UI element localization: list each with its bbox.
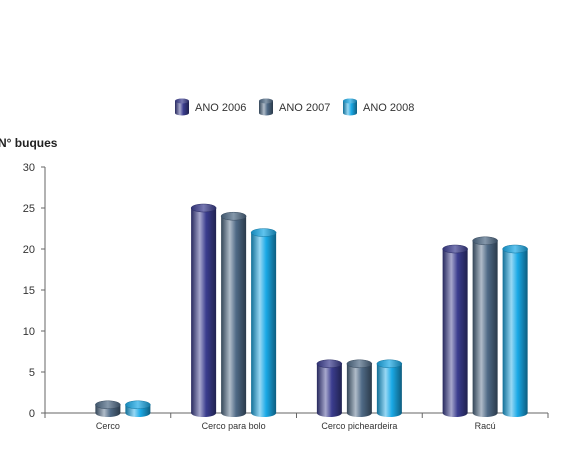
axes: 0 5 10 15 20 25 30 Cerco Cerco para bolo Cerco pi…	[23, 162, 549, 431]
y-tick-label: 10	[23, 326, 35, 338]
legend: ANO 2006 ANO 2007 ANO 2008	[175, 98, 414, 116]
bar	[125, 400, 151, 417]
cylinder-icon	[343, 98, 357, 116]
x-tick-label: Cerco para bolo	[202, 421, 266, 431]
bar	[442, 244, 468, 417]
legend-item: ANO 2006	[175, 98, 246, 116]
y-axis-label: N° buques	[0, 136, 58, 150]
legend-label: ANO 2008	[363, 102, 414, 114]
legend-label: ANO 2006	[195, 102, 246, 114]
bar	[346, 359, 373, 417]
bar	[95, 400, 121, 417]
bar	[220, 211, 247, 417]
bar	[472, 236, 498, 417]
bar	[376, 359, 403, 417]
bar	[316, 359, 343, 417]
bar	[502, 244, 528, 417]
y-tick-label: 30	[23, 162, 35, 174]
cylinder-icon	[259, 98, 273, 116]
y-tick-label: 15	[23, 285, 35, 297]
y-tick-label: 5	[29, 367, 35, 379]
y-tick-label: 25	[23, 203, 35, 215]
cylinder-icon	[175, 98, 189, 116]
bar	[190, 203, 217, 417]
bar	[250, 228, 277, 417]
x-tick-label: Cerco	[96, 421, 120, 431]
legend-label: ANO 2007	[279, 102, 330, 114]
y-tick-label: 20	[23, 244, 35, 256]
x-tick-label: Cerco picheardeira	[321, 421, 397, 431]
y-tick-label: 0	[29, 408, 35, 420]
legend-item: ANO 2008	[343, 98, 414, 116]
x-tick-label: Racú	[475, 421, 496, 431]
bars	[95, 203, 528, 417]
legend-item: ANO 2007	[259, 98, 330, 116]
